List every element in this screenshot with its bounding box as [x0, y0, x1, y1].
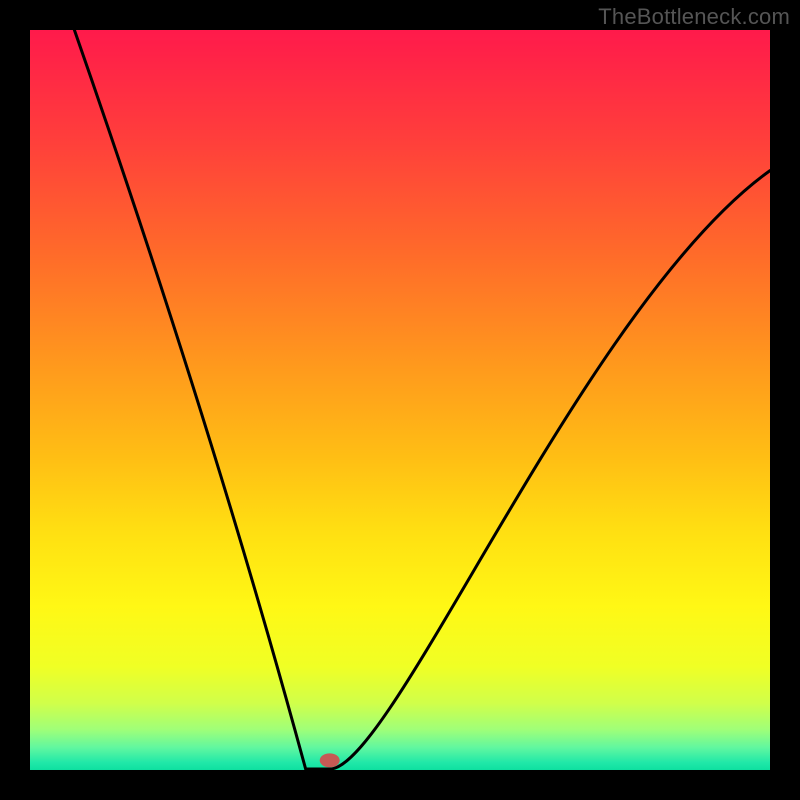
- plot-background: [30, 30, 770, 770]
- bottleneck-chart: [0, 0, 800, 800]
- valley-marker: [320, 753, 340, 767]
- chart-container: { "watermark": { "text": "TheBottleneck.…: [0, 0, 800, 800]
- watermark-text: TheBottleneck.com: [598, 4, 790, 30]
